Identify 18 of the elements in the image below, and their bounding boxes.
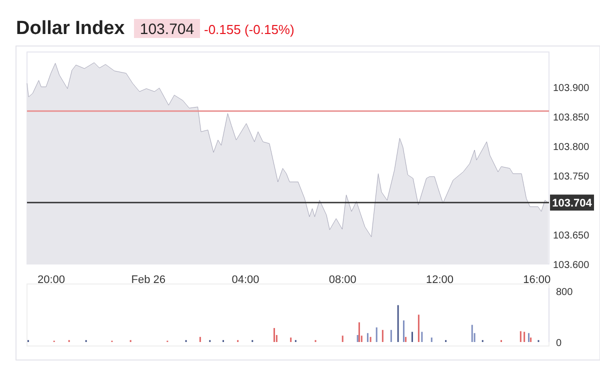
x-tick-label: 20:00	[38, 274, 66, 286]
y-tick-label: 0	[556, 338, 562, 349]
ref-line-label: 103.704	[552, 198, 593, 210]
y-tick-label: 103.850	[553, 112, 590, 124]
y-tick-label: 103.750	[553, 171, 590, 182]
y-tick-label: 800	[556, 287, 574, 298]
x-tick-label: Feb 26	[131, 274, 166, 286]
y-tick-label: 103.600	[553, 260, 590, 271]
x-tick-label: 12:00	[426, 274, 454, 286]
text: 103.704	[140, 21, 194, 38]
y-tick-label: 103.800	[553, 142, 590, 153]
chart-title: Dollar Index	[16, 18, 126, 39]
x-tick-label: 04:00	[232, 274, 260, 286]
y-tick-label: 103.900	[553, 82, 590, 94]
text: -0.155 (-0.15%)	[204, 22, 294, 37]
x-tick-label: 16:00	[523, 274, 551, 286]
y-tick-label: 103.650	[553, 230, 590, 242]
x-tick-label: 08:00	[328, 274, 356, 286]
